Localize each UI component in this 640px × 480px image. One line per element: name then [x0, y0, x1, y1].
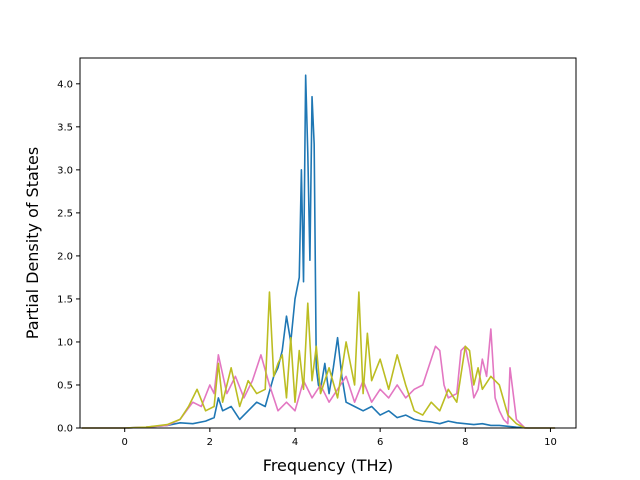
series-layer — [81, 74, 556, 429]
y-tick-label: 2.5 — [57, 208, 73, 219]
x-axis-ticks: 0 2 4 6 8 10 — [122, 428, 557, 448]
y-tick-label: 2.0 — [57, 251, 73, 262]
x-tick-label: 0 — [122, 437, 128, 448]
y-axis-label: Partial Density of States — [23, 147, 42, 339]
y-tick-label: 4.0 — [57, 79, 73, 90]
y-tick-label: 0.5 — [57, 380, 73, 391]
y-tick-label: 0.0 — [57, 424, 73, 435]
x-tick-label: 8 — [462, 437, 468, 448]
y-axis-ticks: 0.0 0.5 1.0 1.5 2.0 2.5 3.0 3.5 4.0 — [57, 79, 80, 435]
x-tick-label: 6 — [377, 437, 383, 448]
x-tick-label: 2 — [207, 437, 213, 448]
series-line-2 — [81, 328, 556, 429]
x-axis-label: Frequency (THz) — [263, 456, 393, 475]
series-line-3 — [81, 291, 556, 429]
x-tick-label: 4 — [292, 437, 298, 448]
series-line-1 — [81, 74, 556, 429]
x-tick-label: 10 — [544, 437, 557, 448]
y-tick-label: 1.0 — [57, 337, 73, 348]
plot-frame — [79, 57, 577, 429]
y-tick-label: 1.5 — [57, 294, 73, 305]
y-tick-label: 3.5 — [57, 122, 73, 133]
y-tick-label: 3.0 — [57, 165, 73, 176]
